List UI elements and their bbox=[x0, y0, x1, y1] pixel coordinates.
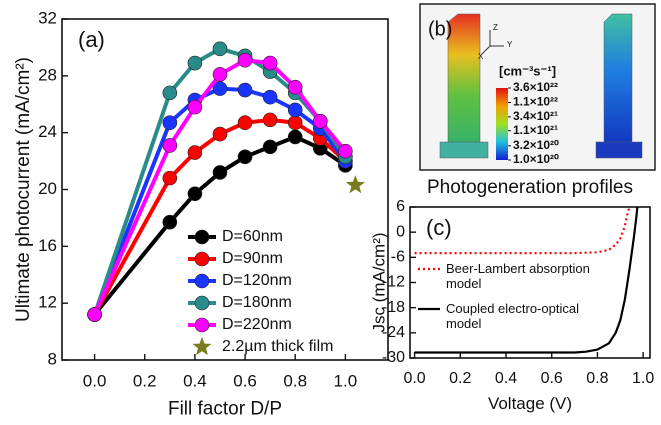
marker bbox=[162, 214, 178, 230]
legend-label: D=60nm bbox=[222, 228, 283, 245]
y-tick-label: -24 bbox=[382, 324, 405, 341]
marker bbox=[212, 126, 228, 142]
series-line bbox=[414, 206, 631, 255]
marker bbox=[262, 139, 278, 155]
legend-label: D=90nm bbox=[222, 250, 283, 267]
x-tick-label: 0.8 bbox=[586, 370, 608, 387]
base-left bbox=[439, 141, 489, 159]
x-tick-label: 0.4 bbox=[495, 370, 517, 387]
legend-label: 2.2µm thick film bbox=[222, 338, 333, 355]
panel-title: Photogeneration profiles bbox=[427, 177, 633, 198]
marker bbox=[187, 99, 203, 115]
y-tick-label: -6 bbox=[391, 249, 405, 266]
marker bbox=[194, 251, 210, 267]
marker bbox=[262, 55, 278, 71]
legend-label: D=180nm bbox=[222, 294, 292, 311]
colorbar-label: 3.2×10²⁰ bbox=[513, 138, 559, 152]
x-axis-title: Fill factor D/P bbox=[168, 398, 282, 419]
axis-letter: Z bbox=[493, 23, 498, 32]
marker bbox=[187, 186, 203, 202]
marker bbox=[187, 145, 203, 160]
marker bbox=[237, 52, 253, 68]
marker bbox=[338, 143, 353, 159]
panel-label: (a) bbox=[78, 27, 105, 52]
marker bbox=[212, 41, 228, 57]
y-tick-label: 6 bbox=[396, 198, 405, 215]
marker bbox=[162, 115, 178, 131]
colorbar-label: 3.4×10²¹ bbox=[513, 109, 558, 123]
x-tick-label: 0.0 bbox=[403, 370, 425, 387]
marker bbox=[237, 115, 253, 131]
marker bbox=[237, 82, 253, 98]
y-axis-title: Ultimate photocurrent (mA/cm²) bbox=[13, 57, 34, 322]
star-marker bbox=[345, 175, 365, 194]
marker bbox=[262, 112, 278, 128]
marker bbox=[287, 102, 303, 118]
marker bbox=[162, 85, 178, 101]
x-tick-label: 0.2 bbox=[133, 372, 157, 391]
y-tick-label: -18 bbox=[382, 299, 405, 316]
unit-label: [cm⁻³s⁻¹] bbox=[499, 63, 556, 78]
x-tick-label: 0.4 bbox=[183, 372, 207, 391]
legend-label: D=120nm bbox=[222, 272, 292, 289]
axis-letter: X bbox=[478, 52, 484, 61]
legend-label: Coupled electro-optical model bbox=[446, 301, 579, 331]
series-line bbox=[92, 58, 347, 316]
marker bbox=[187, 55, 203, 71]
y-tick-label: 32 bbox=[38, 8, 57, 27]
y-tick-label: 8 bbox=[48, 349, 57, 368]
y-tick-label: 20 bbox=[38, 179, 57, 198]
marker bbox=[162, 138, 178, 153]
x-tick-label: 0.0 bbox=[83, 372, 107, 391]
y-axis-title: Jsc (mA/cm²) bbox=[369, 232, 388, 332]
colorbar bbox=[496, 88, 508, 160]
marker bbox=[287, 115, 303, 131]
marker bbox=[194, 317, 210, 333]
y-tick-label: 12 bbox=[38, 293, 57, 312]
colorbar-label: 1.1×10²¹ bbox=[513, 123, 558, 137]
x-tick-label: 0.2 bbox=[449, 370, 471, 387]
x-tick-label: 1.0 bbox=[334, 372, 358, 391]
base-right bbox=[595, 141, 643, 159]
y-tick-label: 24 bbox=[38, 122, 57, 141]
marker bbox=[212, 165, 228, 180]
marker bbox=[237, 149, 253, 165]
legend-label: D=220nm bbox=[222, 316, 292, 333]
colorbar-label: 1.0×10²⁰ bbox=[513, 152, 559, 166]
colorbar-label: 3.6×10²² bbox=[513, 80, 558, 94]
axes-icon bbox=[481, 30, 504, 55]
marker bbox=[212, 67, 228, 82]
series-line bbox=[414, 206, 639, 354]
marker bbox=[312, 114, 328, 129]
y-tick-label: -12 bbox=[382, 274, 405, 291]
column-right bbox=[603, 13, 633, 151]
x-axis-title: Voltage (V) bbox=[488, 394, 572, 413]
y-tick-label: -30 bbox=[382, 349, 405, 366]
marker bbox=[287, 129, 303, 145]
x-tick-label: 0.6 bbox=[541, 370, 563, 387]
marker bbox=[194, 295, 210, 311]
panel-label: (c) bbox=[426, 215, 452, 240]
y-tick-label: 16 bbox=[38, 236, 57, 255]
legend-label: Beer-Lambert absorption model bbox=[446, 261, 590, 291]
axis-letter: Y bbox=[507, 40, 513, 49]
marker bbox=[87, 307, 102, 322]
x-tick-label: 0.6 bbox=[233, 372, 257, 391]
x-tick-label: 1.0 bbox=[632, 370, 654, 387]
marker bbox=[194, 273, 210, 289]
marker bbox=[162, 170, 178, 186]
marker bbox=[262, 89, 278, 105]
marker bbox=[287, 79, 303, 95]
y-tick-label: 28 bbox=[38, 65, 57, 84]
panel-label: (b) bbox=[428, 18, 452, 40]
marker bbox=[194, 229, 210, 245]
star-marker bbox=[192, 337, 212, 356]
y-tick-label: 0 bbox=[396, 223, 405, 240]
x-tick-label: 0.8 bbox=[283, 372, 307, 391]
colorbar-label: 1.1×10²² bbox=[513, 95, 558, 109]
column-left bbox=[447, 13, 481, 151]
